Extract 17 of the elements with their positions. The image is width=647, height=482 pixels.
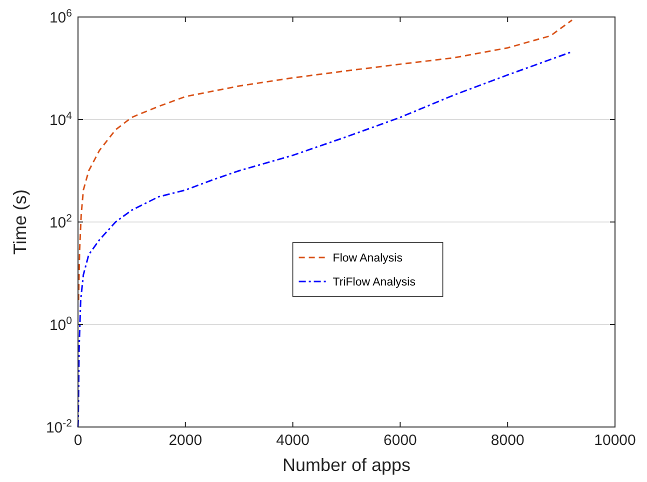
legend-label: Flow Analysis (332, 252, 403, 265)
y-tick-label: 10$^{2}$ (49, 212, 72, 232)
x-axis-title: Number of apps (282, 455, 411, 475)
x-tick-label: 6000 (384, 432, 417, 449)
legend-label: TriFlow Analysis (332, 276, 416, 289)
x-tick-label: 8000 (490, 432, 524, 449)
y-tick-label: 10$^{6}$ (49, 7, 72, 26)
y-tick-label: 10$^{4}$ (49, 110, 72, 129)
x-tick-label: 0 (74, 432, 82, 449)
line-series (78, 19, 573, 301)
y-axis-title: Time (s) (10, 189, 30, 255)
x-tick-label: 10000 (594, 432, 636, 449)
x-tick-label: 2000 (168, 432, 202, 449)
line-series (77, 50, 573, 428)
y-tick-label: 10$^{0}$ (49, 314, 72, 334)
y-tick-label: 10$^{-2}$ (46, 417, 72, 436)
x-tick-label: 4000 (276, 432, 310, 449)
